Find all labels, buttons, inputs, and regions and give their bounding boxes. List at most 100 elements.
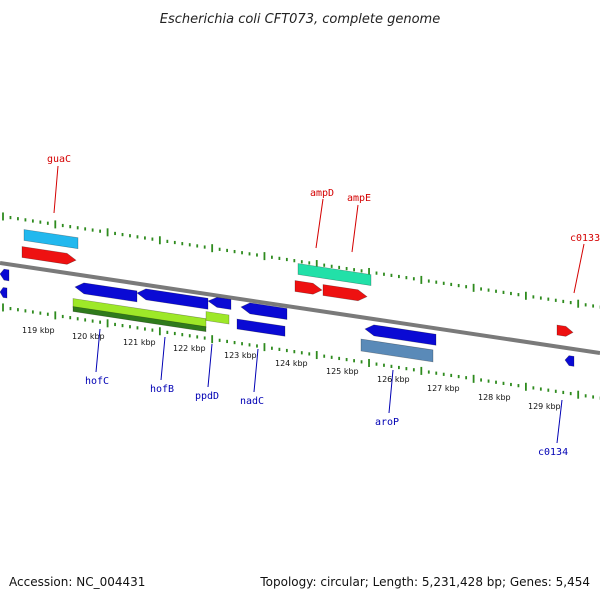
reverse-gene-label: hofC [85,376,109,387]
gene-forward [21,246,77,265]
outer-tick [293,259,296,263]
outer-tick [278,256,281,260]
tick-marks [2,212,600,400]
outer-tick [562,299,565,304]
label-leader-line [351,204,359,253]
outer-tick [17,217,19,221]
inner-tick [173,331,176,336]
outer-tick [390,273,393,277]
outer-tick [547,297,550,301]
accession-text: Accession: NC_004431 [9,575,145,589]
inner-tick [502,381,505,385]
outer-tick [353,268,355,272]
outer-tick [532,295,535,299]
kbp-label: 123 kbp [224,351,257,360]
inner-tick [121,323,124,328]
map-title: Escherichia coli CFT073, complete genome [160,12,440,27]
outer-tick [263,252,266,261]
inner-tick [375,362,378,366]
outer-tick [375,271,378,275]
inner-tick [510,382,512,387]
outer-tick [31,219,34,223]
inner-tick [211,335,214,344]
gene-hofB [136,288,209,310]
outer-tick [308,261,311,265]
outer-tick [435,280,438,284]
outer-tick [584,303,587,307]
outer-tick [412,277,415,281]
inner-tick [539,387,542,391]
inner-tick [248,343,251,347]
gene-steel [360,338,434,363]
inner-tick [577,390,580,399]
outer-tick [121,232,124,237]
inner-tick [450,373,453,378]
reverse-gene-label: ppdD [195,391,219,402]
inner-tick [196,335,199,339]
inner-tick [562,390,565,395]
outer-tick [517,293,520,297]
outer-tick [487,288,490,292]
inner-tick [592,395,595,399]
outer-tick [39,220,42,224]
outer-tick [241,251,243,255]
inner-tick [188,334,191,338]
inner-tick [532,386,535,390]
forward-gene-label: guaC [47,154,71,165]
kbp-label: 122 kbp [173,344,206,353]
label-leader-line [95,328,101,373]
genome-summary-text: Topology: circular; Length: 5,231,428 bp… [259,575,590,589]
outer-tick [54,220,57,229]
inner-tick [54,311,57,320]
outer-tick [592,304,595,308]
outer-tick [442,281,445,285]
kbp-scale: 119 kbp 120 kbp 121 kbp 122 kbp 123 kbp 124 k… [22,326,561,411]
outer-tick [465,285,468,289]
gene-hofC [74,282,138,303]
outer-tick [226,248,228,253]
label-leader-line [573,243,585,294]
gene-labels: guaC ampD ampE c0133 hofC hofB ppdD nadC aroP c01… [47,154,600,458]
outer-tick [173,240,176,245]
inner-tick [517,384,520,388]
inner-tick [39,311,42,315]
outer-tick [9,215,12,220]
inner-tick [360,360,363,364]
inner-tick [129,325,131,329]
gene-c0133 [556,324,574,337]
inner-tick [151,328,154,332]
outer-tick [457,283,460,288]
inner-tick [76,317,79,321]
outer-tick [420,275,423,284]
inner-tick [218,338,221,342]
outer-tick [330,264,333,268]
outer-tick [188,243,191,247]
kbp-label: 127 kbp [427,384,460,393]
inner-tick [46,312,49,316]
inner-tick [435,371,438,375]
outer-tick [218,247,221,251]
outer-tick [114,231,116,236]
label-leader-line [556,399,563,444]
outer-tick [76,226,79,230]
outer-tick [300,260,303,264]
outer-tick [383,272,385,276]
inner-tick [547,388,550,392]
outer-tick [84,227,87,231]
gene-forward [294,280,323,295]
inner-tick [405,367,408,371]
kbp-label: 119 kbp [22,326,55,335]
outer-tick [450,282,453,287]
kbp-label: 121 kbp [123,338,156,347]
gene-aroP [364,324,437,346]
gene-reverse [0,287,8,299]
outer-tick [61,223,64,228]
forward-gene-label: c0133 [570,233,600,244]
inner-tick [2,303,4,312]
inner-tick [330,355,333,359]
outer-tick [569,300,572,305]
outer-tick [472,283,475,292]
inner-tick [24,309,27,313]
